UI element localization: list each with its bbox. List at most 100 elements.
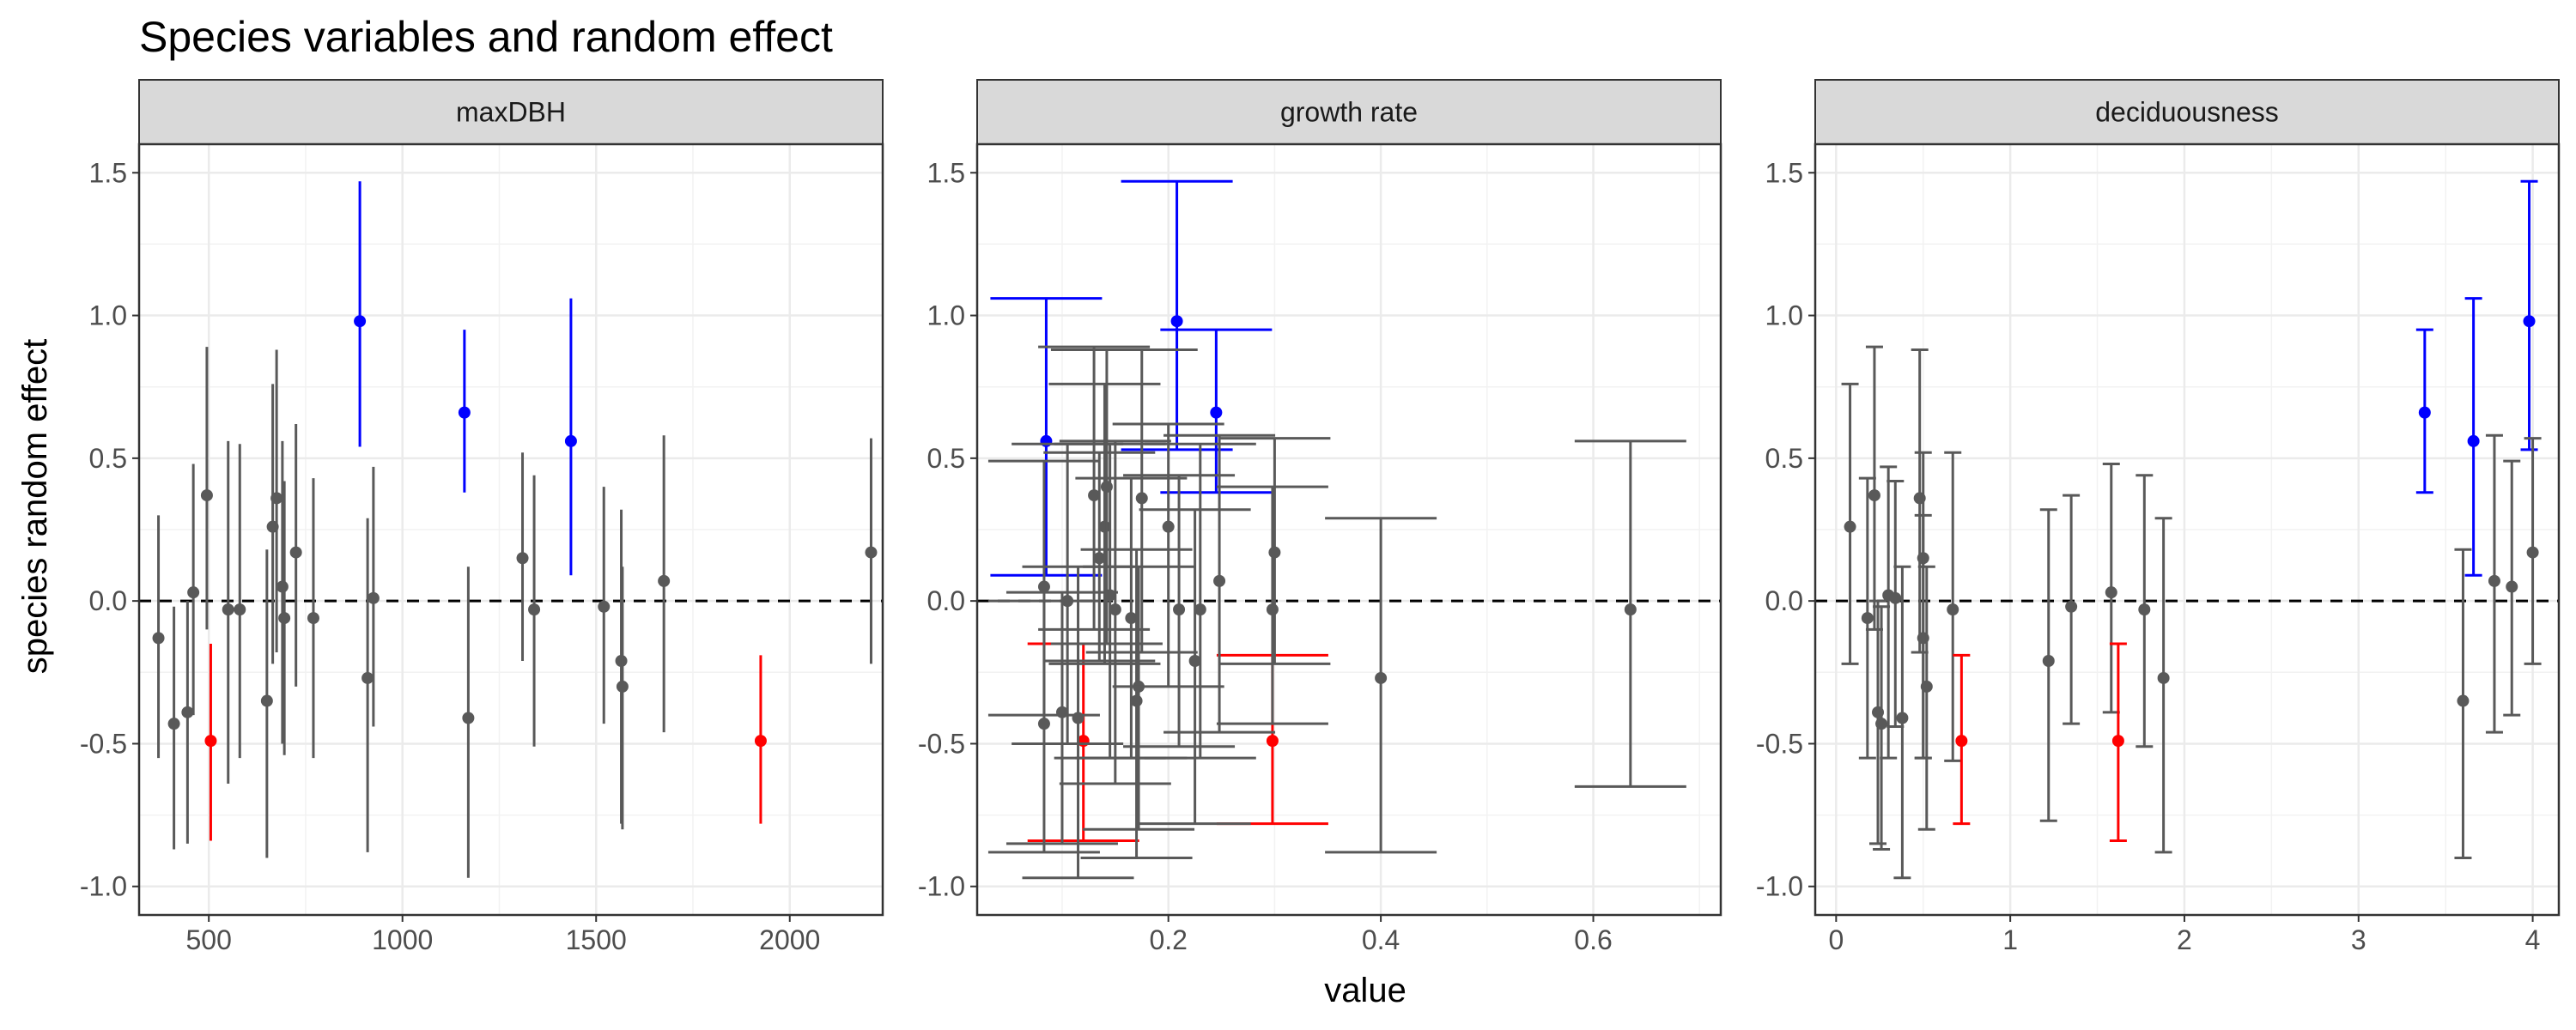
x-tick-label: 1: [2002, 924, 2018, 955]
data-point: [2467, 434, 2480, 447]
data-point: [2065, 600, 2078, 613]
data-point: [458, 406, 471, 419]
data-point: [367, 591, 380, 604]
data-point: [1889, 591, 1902, 604]
data-point: [1109, 603, 1121, 616]
facet-strip: [1814, 79, 2560, 145]
y-axis-title: species random effect: [16, 339, 54, 675]
data-point: [1875, 718, 1888, 730]
data-point: [2105, 586, 2117, 599]
data-point: [1072, 712, 1084, 724]
facet-strip-label: maxDBH: [456, 97, 566, 128]
data-point: [1135, 492, 1148, 505]
y-tick-label: -0.5: [1756, 728, 1803, 759]
data-point: [152, 632, 165, 645]
x-tick-label: 3: [2351, 924, 2366, 955]
facet-deciduousness: deciduousness 0 1 2 3 4 -1.0 -0.5 0.0 0.5 1.0 1.5: [1756, 79, 2561, 955]
facet-strip-label: growth rate: [1280, 97, 1418, 128]
error-bar: [1144, 442, 1256, 760]
data-point: [1375, 671, 1388, 684]
data-point: [289, 546, 302, 559]
data-point: [598, 600, 611, 613]
data-point: [278, 612, 291, 625]
x-tick-label: 1000: [372, 924, 433, 955]
data-point: [1173, 603, 1186, 616]
x-axis-title: value: [1324, 972, 1406, 1009]
y-tick-label: -0.5: [80, 728, 127, 759]
data-point: [754, 735, 767, 748]
data-point: [1947, 603, 1959, 616]
data-point: [1210, 406, 1223, 419]
data-point: [1920, 680, 1933, 693]
data-point: [1130, 694, 1143, 707]
data-point: [181, 706, 194, 718]
error-bar: [1325, 517, 1437, 854]
data-point: [222, 603, 234, 616]
data-point: [276, 580, 289, 593]
data-point: [865, 546, 878, 559]
data-point: [260, 694, 273, 707]
data-point: [462, 712, 475, 724]
facet-strip-label: deciduousness: [2095, 97, 2278, 128]
data-point: [1868, 489, 1880, 502]
panel-border: [1814, 142, 2561, 917]
data-point: [1093, 552, 1106, 565]
data-point: [564, 434, 577, 447]
y-tick-label: 0.5: [927, 443, 965, 474]
data-point: [1266, 603, 1279, 616]
data-point: [528, 603, 541, 616]
y-tick-label: 1.0: [89, 300, 127, 331]
data-point: [1624, 603, 1637, 616]
panel-border: [975, 142, 1722, 917]
data-point: [2506, 580, 2518, 593]
data-point: [1896, 712, 1909, 724]
facet-strip: [138, 79, 884, 145]
data-point: [1037, 718, 1050, 730]
x-tick-label: 1500: [566, 924, 627, 955]
y-tick-label: 1.5: [927, 157, 965, 188]
error-bar: [1917, 565, 1935, 831]
data-point: [1103, 589, 1116, 602]
error-bar: [2154, 517, 2172, 854]
data-point: [516, 552, 529, 565]
data-point: [2526, 546, 2539, 559]
data-point: [204, 735, 217, 748]
data-point: [2488, 574, 2500, 587]
data-point: [1861, 612, 1874, 625]
error-bar: [1083, 565, 1195, 831]
data-point: [1266, 735, 1279, 748]
error-bar: [1880, 465, 1898, 760]
data-point: [234, 603, 246, 616]
data-point: [1268, 546, 1281, 559]
data-point: [1213, 574, 1226, 587]
y-tick-label: 0.5: [1765, 443, 1803, 474]
data-point: [354, 315, 367, 328]
data-point: [1088, 489, 1101, 502]
x-tick-label: 500: [185, 924, 231, 955]
data-point: [187, 586, 200, 599]
data-point: [1844, 520, 1856, 533]
data-point: [2138, 603, 2151, 616]
x-tick-label: 0: [1828, 924, 1844, 955]
data-point: [2418, 406, 2431, 419]
data-point: [1055, 706, 1068, 718]
x-tick-label: 0.4: [1362, 924, 1400, 955]
x-tick-label: 4: [2525, 924, 2541, 955]
panel-border: [137, 142, 884, 917]
y-tick-label: 1.0: [927, 300, 965, 331]
data-point: [2523, 315, 2536, 328]
y-tick-label: 0.0: [927, 585, 965, 616]
data-point: [1188, 654, 1201, 667]
error-bar: [1112, 422, 1224, 688]
x-tick-label: 2: [2177, 924, 2192, 955]
data-point: [270, 492, 283, 505]
data-point: [1955, 735, 1968, 748]
data-point: [1194, 603, 1206, 616]
data-point: [2457, 694, 2470, 707]
data-point: [2042, 654, 2055, 667]
data-point: [1170, 315, 1183, 328]
data-point: [658, 574, 671, 587]
data-point: [1125, 612, 1138, 625]
data-point: [307, 612, 319, 625]
